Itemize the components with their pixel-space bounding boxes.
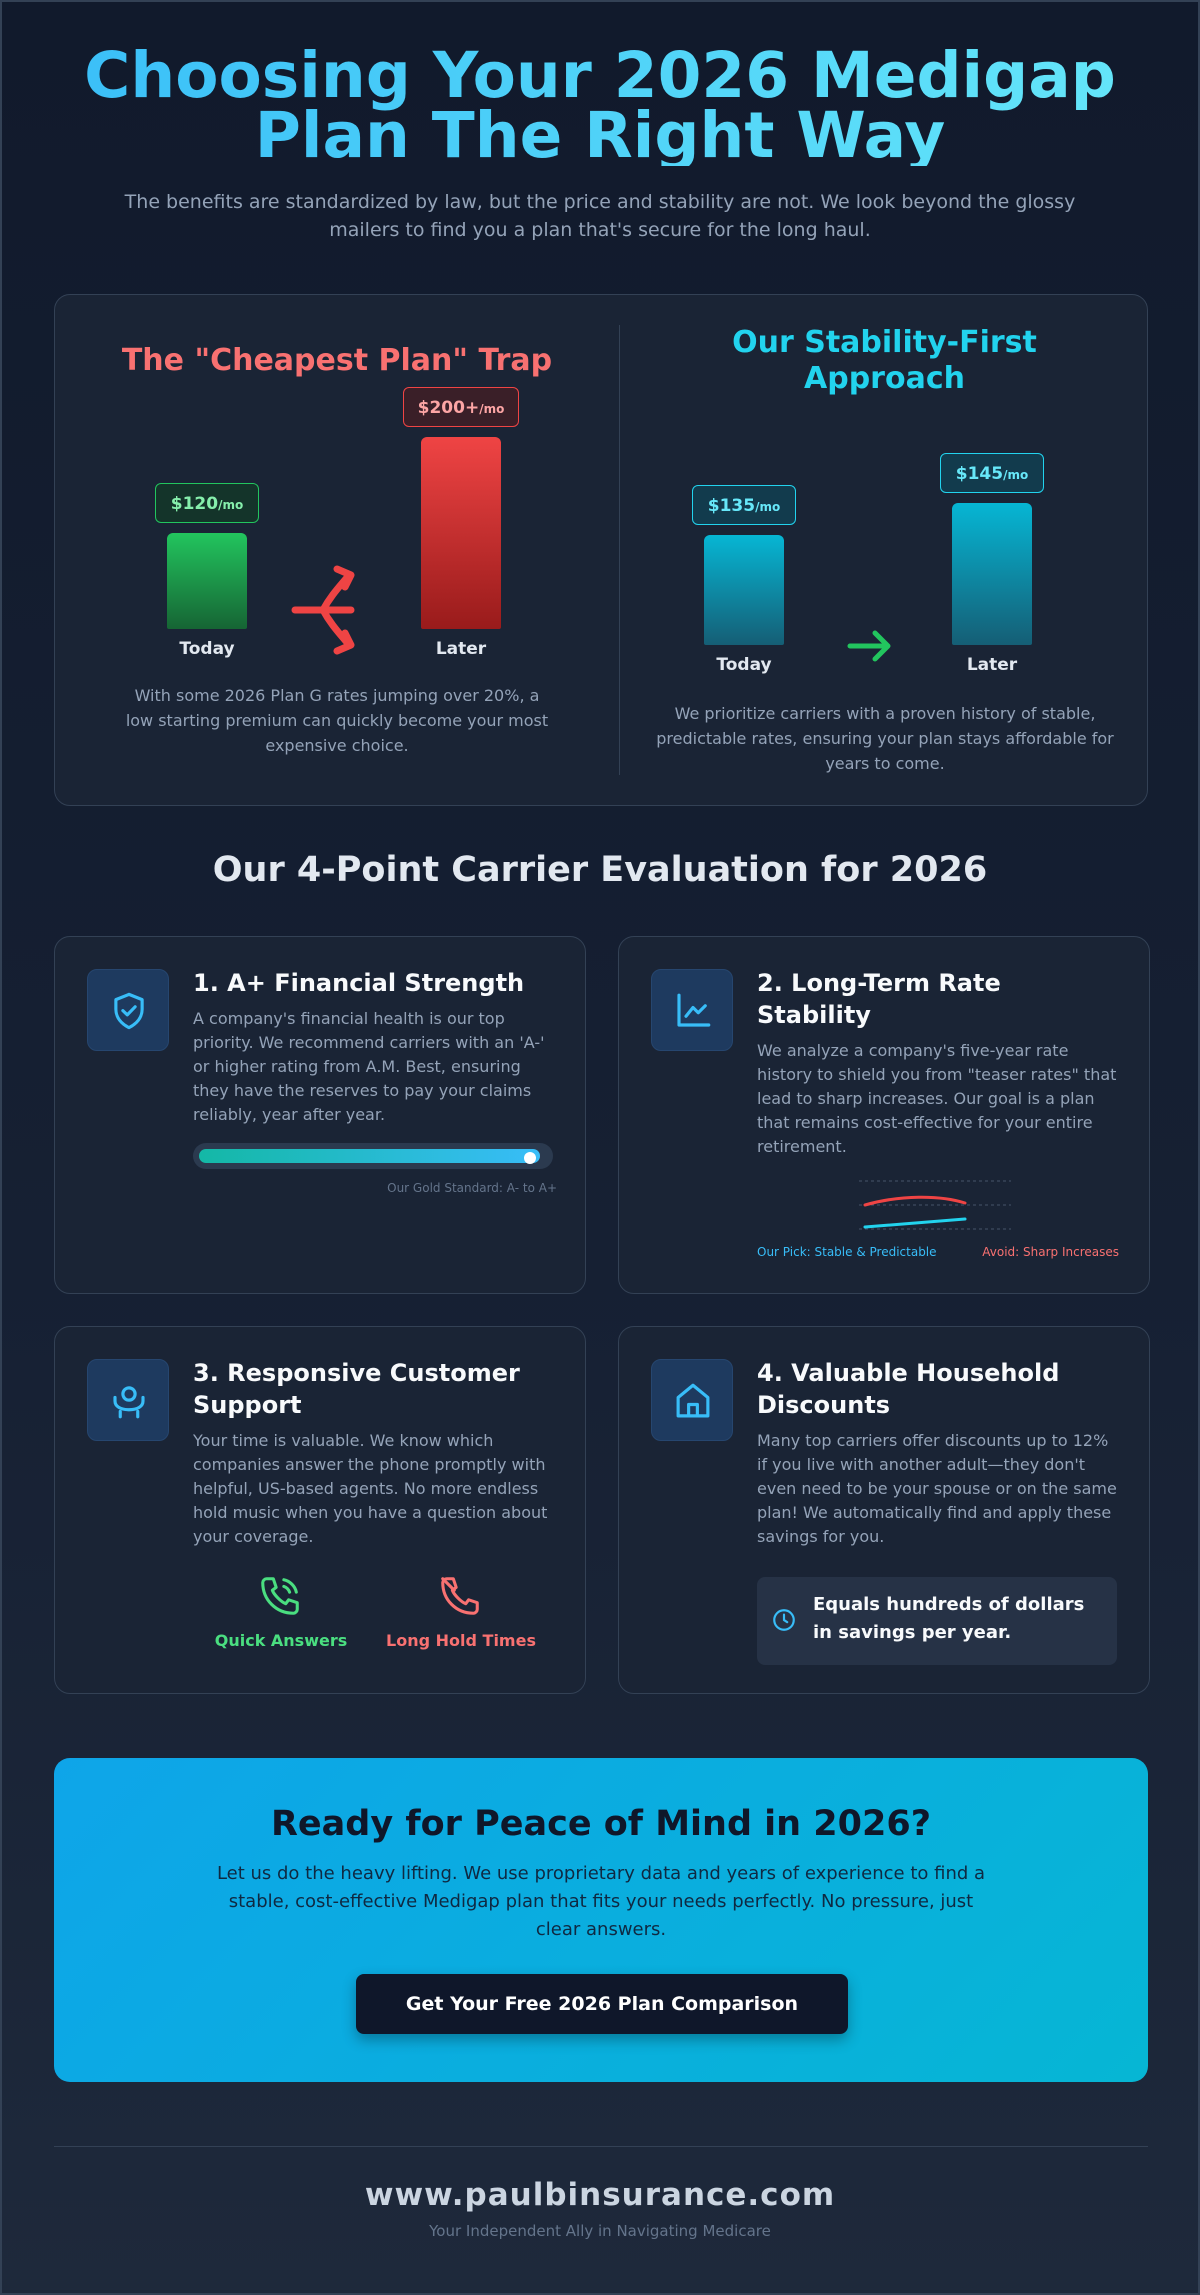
- icon-box: [651, 969, 733, 1051]
- savings-text: Equals hundreds of dollars in savings pe…: [813, 1594, 1085, 1643]
- card-body: Your time is valuable. We know which com…: [193, 1431, 548, 1546]
- stability-title-line-1: Our Stability-First: [732, 325, 1037, 360]
- rate-trend-sparkline: [859, 1180, 1011, 1230]
- title-line-1: Choosing Your 2026 Medigap: [84, 39, 1116, 112]
- price-unit: /mo: [755, 500, 781, 514]
- stability-later-bar: [952, 503, 1032, 645]
- free-comparison-button[interactable]: Get Your Free 2026 Plan Comparison: [356, 1974, 848, 2034]
- card-household-discounts: 4. Valuable Household Discounts Many top…: [618, 1326, 1150, 1694]
- footer-divider: [54, 2146, 1148, 2147]
- chart-line-icon: [677, 993, 711, 1027]
- stability-description: We prioritize carriers with a proven his…: [656, 704, 1114, 773]
- rating-progress-knob: [524, 1152, 536, 1164]
- footer-website-link[interactable]: www.paulbinsurance.com: [364, 2177, 836, 2213]
- trap-later-price: $200+: [417, 398, 480, 418]
- legend-avoid: Avoid: Sharp Increases: [982, 1245, 1119, 1259]
- comparison-card: The "Cheapest Plan" Trap $120/mo Today $…: [54, 294, 1148, 806]
- trap-later-price-badge: $200+/mo: [403, 387, 519, 427]
- icon-box: [87, 1359, 169, 1441]
- stability-later-price-badge: $145/mo: [940, 453, 1044, 493]
- stability-today-price: $135: [707, 496, 756, 516]
- evaluation-heading: Our 4-Point Carrier Evaluation for 2026: [212, 850, 988, 890]
- card-customer-support: 3. Responsive Customer Support Your time…: [54, 1326, 586, 1694]
- home-icon: [676, 1383, 710, 1418]
- arrow-right-icon: [847, 630, 891, 662]
- trap-later-label: Later: [435, 639, 487, 659]
- stability-today-price-badge: $135/mo: [692, 485, 796, 525]
- quick-answers-label: Quick Answers: [214, 1631, 348, 1650]
- phone-hold-icon: [441, 1577, 479, 1615]
- savings-callout: Equals hundreds of dollars in savings pe…: [757, 1577, 1117, 1665]
- price-unit: /mo: [1003, 468, 1029, 482]
- phone-ringing-icon: [261, 1577, 299, 1615]
- cta-body: Let us do the heavy lifting. We use prop…: [216, 1863, 986, 1940]
- card-body: Many top carriers offer discounts up to …: [757, 1431, 1117, 1546]
- stability-today-label: Today: [716, 655, 772, 675]
- rating-progress-bar: [193, 1143, 553, 1169]
- title-line-2: Plan The Right Way: [254, 99, 946, 172]
- comparison-divider: [619, 325, 620, 775]
- footer-tagline: Your Independent Ally in Navigating Medi…: [429, 2222, 771, 2240]
- card-title: 3. Responsive Customer Support: [193, 1359, 520, 1419]
- trap-description: With some 2026 Plan G rates jumping over…: [125, 686, 549, 755]
- trap-title: The "Cheapest Plan" Trap: [121, 343, 553, 378]
- stability-later-price: $145: [955, 464, 1004, 484]
- icon-box: [87, 969, 169, 1051]
- card-body: We analyze a company's five-year rate hi…: [757, 1041, 1117, 1156]
- cta-panel: Ready for Peace of Mind in 2026? Let us …: [54, 1758, 1148, 2082]
- long-hold-label: Long Hold Times: [386, 1631, 536, 1650]
- support-person-icon: [113, 1386, 145, 1419]
- stable-line: [863, 1217, 967, 1229]
- card-title: 1. A+ Financial Strength: [193, 969, 525, 997]
- stability-today-bar: [704, 535, 784, 645]
- price-unit: /mo: [218, 498, 244, 512]
- sharp-increase-line: [863, 1195, 967, 1207]
- stability-title: Our Stability-First Approach: [620, 325, 1149, 397]
- icon-box: [651, 1359, 733, 1441]
- trap-today-bar: [167, 533, 247, 629]
- card-rate-stability: 2. Long-Term Rate Stability We analyze a…: [618, 936, 1150, 1294]
- gold-standard-caption: Our Gold Standard: A- to A+: [387, 1181, 557, 1195]
- stability-later-label: Later: [966, 655, 1018, 675]
- price-unit: /mo: [479, 402, 505, 416]
- card-title: 2. Long-Term Rate Stability: [757, 969, 1001, 1029]
- stability-title-line-2: Approach: [804, 361, 965, 396]
- card-title: 4. Valuable Household Discounts: [757, 1359, 1060, 1419]
- diverging-arrows-icon: [291, 565, 355, 655]
- clock-icon: [773, 1609, 795, 1631]
- cta-title: Ready for Peace of Mind in 2026?: [270, 1804, 931, 1844]
- trap-today-price: $120: [170, 494, 219, 514]
- page-subtitle: The benefits are standardized by law, bu…: [124, 191, 1076, 241]
- legend-stable: Our Pick: Stable & Predictable: [757, 1245, 937, 1259]
- card-body: A company's financial health is our top …: [193, 1009, 545, 1124]
- rating-progress-fill: [199, 1149, 540, 1163]
- card-financial-strength: 1. A+ Financial Strength A company's fin…: [54, 936, 586, 1294]
- page-title: Choosing Your 2026 Medigap Plan The Righ…: [2, 46, 1198, 166]
- trap-today-label: Today: [179, 639, 235, 659]
- trap-today-price-badge: $120/mo: [155, 483, 259, 523]
- trap-later-bar: [421, 437, 501, 629]
- shield-check-icon: [114, 992, 144, 1030]
